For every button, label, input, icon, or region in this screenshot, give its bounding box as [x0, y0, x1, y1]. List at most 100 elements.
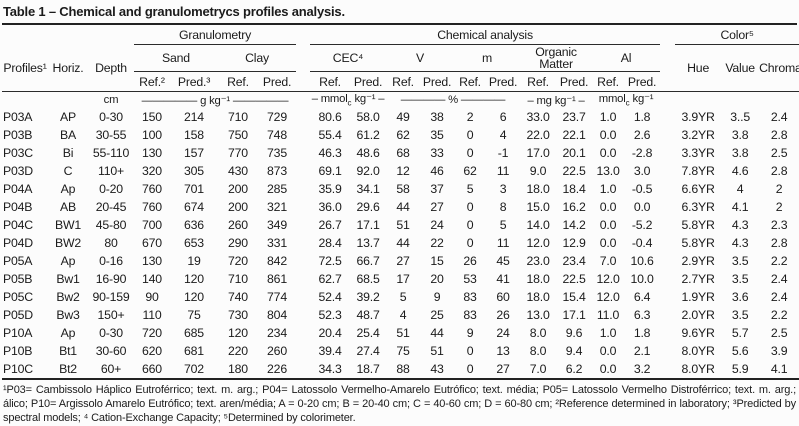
column-spacer [296, 92, 310, 109]
cell-horiz: Bw1 [56, 272, 80, 286]
col-v-ref: Ref. [386, 71, 421, 92]
cell-m-pred: 11 [496, 236, 510, 250]
cell-clay-ref: 750 [228, 128, 248, 142]
cell-hue: 8.0YR [681, 344, 715, 358]
cell-om-pred: 16.2 [562, 200, 586, 214]
column-spacer [660, 180, 675, 198]
cell-profile: P04D [3, 236, 33, 250]
cell-sand-ref: 320 [142, 164, 162, 178]
cell-om-pred: 17.1 [562, 308, 586, 322]
cell-al-ref: 1.0 [599, 326, 617, 340]
cell-v-pred: 37 [430, 182, 444, 196]
cell-v-pred: 25 [430, 308, 444, 322]
cell-depth: 30-60 [95, 344, 127, 358]
cell-m-pred: 6 [499, 110, 507, 124]
cell-sand-pred: 702 [170, 360, 218, 380]
column-spacer [660, 162, 675, 180]
cell-hue: 2.0YR [681, 308, 715, 322]
unit-depth: cm [103, 94, 119, 106]
cell-m-ref: 9 [466, 326, 474, 340]
cell-m-pred: 3 [499, 182, 507, 196]
cell-m-ref: 83 [463, 290, 477, 304]
units-blank [2, 92, 88, 109]
units-row: cm ————— g kg⁻¹ ————— – mmolc kg⁻¹ – ———… [2, 92, 799, 109]
cell-al-ref: 13.0 [596, 164, 620, 178]
cell-profile: P10A [3, 326, 33, 340]
cell-value: 5.7 [731, 326, 749, 340]
cell-al-ref: 7.0 [599, 254, 617, 268]
col-al: Al [592, 44, 661, 72]
cell-clay-ref: 430 [228, 164, 248, 178]
cell-cec-pred: 39.2 [356, 290, 380, 304]
cell-clay-ref: 290 [228, 236, 248, 250]
cell-cec-pred: 25.4 [356, 326, 380, 340]
cell-cec-pred: 92.0 [356, 164, 380, 178]
cell-om-ref: 17.0 [526, 146, 550, 160]
table-row: P04B AB 20-45 760 674 200 321 36.0 29.6 44 27 0 8 15.… [2, 198, 799, 216]
data-table: Granulometry Chemical analysis Color⁵ Pr… [2, 25, 799, 380]
cell-clay-pred: 735 [267, 146, 287, 160]
cell-sand-pred: 653 [184, 236, 204, 250]
cell-v-ref: 75 [396, 344, 410, 358]
column-spacer [660, 270, 675, 288]
cell-cec-ref: 35.9 [318, 182, 342, 196]
cell-m-ref: 5 [466, 182, 474, 196]
unit-al-post: kg⁻¹ [629, 93, 654, 106]
cell-sand-ref: 110 [142, 308, 162, 322]
cell-value: 3.5 [731, 254, 749, 268]
cell-v-ref: 51 [396, 218, 410, 232]
cell-cec-pred: 29.6 [356, 200, 380, 214]
cell-cec-pred: 48.6 [356, 146, 380, 160]
col-clay-ref: Ref. [218, 71, 258, 92]
table-row: P05A Ap 0-16 130 19 720 842 72.5 66.7 27 15 26 45 23.… [2, 252, 799, 270]
cell-clay-pred: 321 [267, 200, 287, 214]
group-header-row: Granulometry Chemical analysis Color⁵ [2, 25, 799, 45]
unit-cec: – mmolc kg⁻¹ – [310, 92, 386, 109]
cell-m-pred: 41 [496, 272, 510, 286]
cell-clay-ref: 180 [218, 360, 258, 380]
cell-clay-pred: 285 [267, 182, 287, 196]
col-sand: Sand [134, 44, 218, 72]
cell-sand-ref: 130 [142, 254, 162, 268]
cell-chroma: 2.8 [770, 164, 788, 178]
table-row: P04D BW2 80 670 653 290 331 28.4 13.7 44 22 0 11 12.0… [2, 234, 799, 252]
cell-om-ref: 14.0 [526, 218, 550, 232]
cell-chroma: 2 [775, 200, 783, 214]
cell-depth: 16-90 [95, 272, 127, 286]
cell-sand-ref: 660 [134, 360, 170, 380]
cell-cec-ref: 72.5 [318, 254, 342, 268]
cell-sand-ref: 100 [142, 128, 162, 142]
column-spacer [296, 162, 310, 180]
cell-al-ref: 1.0 [599, 110, 617, 124]
column-spacer [296, 198, 310, 216]
cell-cec-ref: 28.4 [318, 236, 342, 250]
column-spacer [296, 342, 310, 360]
cell-depth: 55-110 [92, 146, 130, 160]
cell-m-ref: 0 [466, 146, 474, 160]
cell-value: 5.6 [731, 344, 749, 358]
cell-m-ref: 2 [466, 110, 474, 124]
cell-chroma: 2.3 [770, 218, 788, 232]
cell-horiz: BW1 [54, 218, 82, 232]
table-row: P03C Bi 55-110 130 157 770 735 46.3 48.6 68 33 0 -1 1… [2, 144, 799, 162]
table-row: P03D C 110+ 320 305 430 873 69.1 92.0 12 46 62 11 9.0… [2, 162, 799, 180]
cell-al-pred: 0.0 [633, 200, 651, 214]
cell-sand-ref: 620 [142, 344, 162, 358]
cell-clay-ref: 710 [228, 110, 248, 124]
cell-chroma: 2 [775, 182, 783, 196]
cell-depth: 0-20 [99, 182, 123, 196]
cell-sand-ref: 150 [142, 110, 162, 124]
cell-m-pred: 5 [499, 218, 507, 232]
cell-m-ref: 0 [454, 360, 487, 380]
column-spacer [660, 252, 675, 270]
cell-chroma: 4.1 [759, 360, 799, 380]
table-row: P10C Bt2 60+ 660 702 180 226 34.3 18.7 88 43 0 27 7.0… [2, 360, 799, 380]
group-color: Color⁵ [675, 25, 799, 45]
cell-value: 3.8 [731, 128, 749, 142]
cell-al-pred: 6.4 [633, 290, 651, 304]
cell-sand-pred: 158 [184, 128, 204, 142]
col-organic-matter: Organic Matter [520, 44, 593, 72]
cell-hue: 5.8YR [681, 236, 715, 250]
cell-cec-ref: 69.1 [318, 164, 342, 178]
